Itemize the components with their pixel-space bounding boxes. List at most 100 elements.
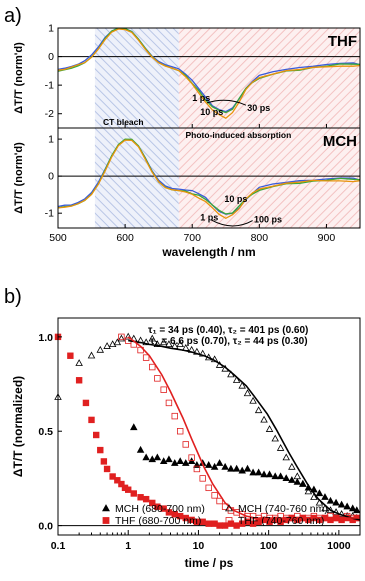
mch-fit-annotation: τ₁ = 34 ps (0.40), τ₂ = 401 ps (0.60) bbox=[148, 325, 308, 336]
mch-delay-arrow bbox=[210, 219, 253, 227]
data-point bbox=[205, 520, 212, 527]
y-tick-label: 0.0 bbox=[38, 521, 53, 533]
data-point bbox=[149, 499, 156, 507]
y-tick-label: 0 bbox=[48, 51, 54, 63]
panel-b-x-axis-label: time / ps bbox=[185, 556, 234, 570]
data-point bbox=[187, 457, 196, 465]
data-point bbox=[137, 494, 144, 501]
data-point bbox=[337, 500, 346, 508]
data-point bbox=[216, 522, 223, 529]
data-point bbox=[304, 487, 313, 495]
data-point bbox=[124, 332, 132, 340]
data-point bbox=[148, 455, 157, 463]
legend-marker bbox=[225, 517, 233, 524]
spectrum-mch-100ps bbox=[57, 139, 361, 220]
data-point bbox=[348, 504, 357, 512]
x-tick-label: 1 bbox=[125, 540, 131, 552]
x-tick-label: 800 bbox=[251, 232, 269, 244]
data-point bbox=[188, 454, 195, 461]
y-tick-label: 0.5 bbox=[38, 426, 53, 438]
data-point bbox=[299, 479, 307, 487]
data-point bbox=[87, 351, 96, 359]
x-tick-label: 100 bbox=[260, 540, 278, 552]
data-point bbox=[182, 459, 190, 466]
data-point bbox=[142, 495, 150, 503]
data-point bbox=[153, 453, 162, 461]
data-point bbox=[96, 345, 105, 353]
thf-solvent-label: THF bbox=[328, 33, 357, 50]
data-point bbox=[282, 474, 290, 482]
data-point bbox=[238, 381, 246, 389]
data-point bbox=[142, 338, 150, 346]
x-tick-label: 700 bbox=[183, 232, 201, 244]
legend-marker bbox=[225, 504, 233, 512]
data-point bbox=[103, 342, 111, 349]
data-point bbox=[103, 465, 111, 473]
mch-subplot: 10-1 CT bleach Photo-induced absorption … bbox=[45, 117, 361, 229]
mch-delay-label-1ps: 1 ps bbox=[200, 213, 218, 223]
mch-delay-label-10ps: 10 ps bbox=[224, 194, 247, 204]
data-point bbox=[221, 462, 229, 470]
data-point bbox=[108, 340, 117, 348]
data-point bbox=[75, 359, 83, 366]
data-point bbox=[130, 423, 138, 431]
data-point bbox=[288, 476, 296, 483]
data-point bbox=[260, 415, 268, 423]
data-point bbox=[182, 441, 189, 448]
data-point bbox=[136, 445, 145, 453]
mch-solvent-label: MCH bbox=[323, 133, 357, 150]
data-point bbox=[165, 340, 173, 348]
data-point bbox=[265, 425, 274, 432]
data-point bbox=[109, 473, 116, 480]
data-point bbox=[204, 460, 213, 468]
data-point bbox=[254, 468, 263, 476]
data-point bbox=[142, 354, 150, 361]
data-point bbox=[149, 363, 156, 371]
data-point bbox=[310, 493, 318, 500]
legend-marker bbox=[102, 504, 110, 512]
data-point bbox=[154, 375, 161, 382]
y-tick-label: 1 bbox=[48, 134, 54, 146]
data-point bbox=[211, 492, 218, 499]
mch-bleach-region bbox=[94, 128, 179, 228]
y-tick-label: 1 bbox=[48, 23, 54, 35]
legend-mch-680-700: MCH (680-700 nm) bbox=[115, 503, 205, 515]
data-point bbox=[260, 470, 268, 478]
data-point bbox=[254, 406, 263, 414]
data-point bbox=[332, 498, 340, 506]
data-point bbox=[142, 453, 150, 461]
data-point bbox=[154, 503, 161, 510]
data-point bbox=[193, 465, 201, 473]
data-point bbox=[130, 490, 137, 497]
data-point bbox=[177, 428, 184, 435]
data-point bbox=[326, 496, 335, 504]
data-point bbox=[165, 399, 173, 407]
data-point bbox=[353, 506, 361, 514]
thf-absorption-region bbox=[178, 28, 360, 128]
fit-curve bbox=[128, 339, 361, 521]
data-point bbox=[125, 486, 132, 493]
thf-bleach-region bbox=[94, 28, 179, 128]
y-tick-label: 1.0 bbox=[38, 332, 53, 344]
thf-subplot: 1 0 -1 -2 THF 1 ps 10 ps 30 ps bbox=[45, 23, 361, 129]
data-point bbox=[88, 416, 95, 424]
data-point bbox=[321, 504, 329, 512]
panel-b-y-axis-label: ΔT/T (normalized) bbox=[11, 376, 25, 477]
data-point bbox=[171, 412, 178, 420]
data-point bbox=[232, 376, 241, 383]
data-point bbox=[232, 464, 241, 472]
y-tick-label: -1 bbox=[45, 208, 54, 220]
data-point bbox=[326, 506, 335, 514]
data-point bbox=[271, 472, 279, 480]
data-point bbox=[93, 431, 100, 439]
panel-a-label: a) bbox=[4, 5, 22, 27]
data-point bbox=[118, 480, 125, 488]
data-point bbox=[160, 386, 167, 393]
data-point bbox=[176, 457, 184, 465]
data-point bbox=[238, 466, 246, 474]
data-point bbox=[216, 497, 223, 505]
data-point bbox=[265, 470, 274, 478]
legend-marker bbox=[102, 517, 110, 524]
panel-a-x-ticks: 500 600 700 800 900 bbox=[49, 124, 335, 244]
